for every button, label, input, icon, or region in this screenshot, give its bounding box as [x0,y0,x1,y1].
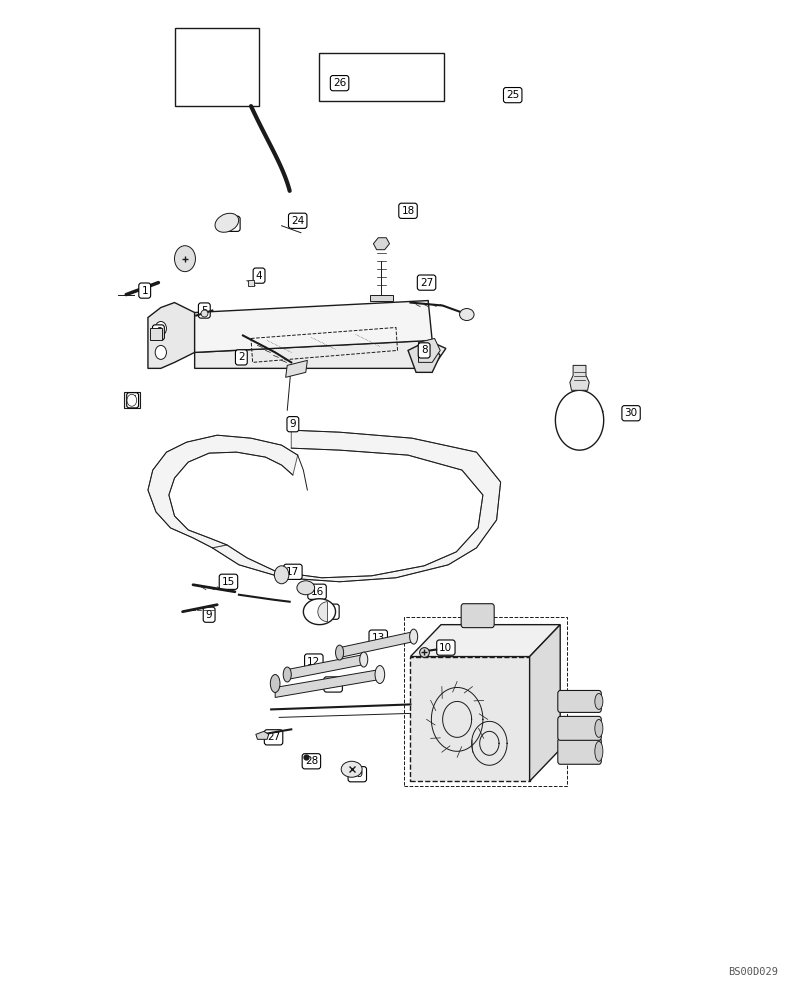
Polygon shape [370,295,393,301]
Text: 4: 4 [256,271,263,281]
Polygon shape [213,430,501,582]
FancyBboxPatch shape [558,716,601,740]
Text: 9: 9 [206,610,213,620]
Polygon shape [148,303,195,368]
Polygon shape [410,625,560,657]
Polygon shape [339,632,414,658]
Text: 8: 8 [421,345,427,355]
Ellipse shape [215,213,238,232]
FancyBboxPatch shape [175,28,259,106]
Ellipse shape [595,693,603,709]
Polygon shape [287,655,364,680]
Polygon shape [195,340,446,368]
FancyBboxPatch shape [319,53,444,101]
FancyBboxPatch shape [461,604,494,628]
Text: BS00D029: BS00D029 [729,967,778,977]
FancyBboxPatch shape [124,392,140,408]
Text: 29: 29 [351,769,364,779]
Ellipse shape [375,666,385,683]
Ellipse shape [410,629,418,644]
Text: 28: 28 [305,756,318,766]
Text: 9: 9 [289,419,297,429]
Polygon shape [256,731,269,739]
Text: 17: 17 [286,567,300,577]
Text: 23: 23 [225,219,238,229]
Ellipse shape [595,719,603,737]
Ellipse shape [271,675,280,692]
Ellipse shape [335,645,343,660]
Ellipse shape [341,761,362,777]
Text: 15: 15 [222,577,235,587]
Polygon shape [410,657,529,781]
Text: 18: 18 [402,206,415,216]
Text: 14: 14 [323,607,337,617]
Ellipse shape [297,581,314,595]
Polygon shape [150,328,162,340]
Text: 2: 2 [238,352,245,362]
FancyBboxPatch shape [558,690,601,712]
Text: 27: 27 [420,278,433,288]
Polygon shape [408,340,440,372]
Text: 27: 27 [267,732,280,742]
Polygon shape [286,360,307,377]
Polygon shape [148,435,297,548]
Circle shape [155,321,166,335]
Polygon shape [373,238,389,250]
Ellipse shape [595,741,603,761]
Ellipse shape [460,309,474,320]
Text: 6: 6 [155,327,162,337]
Text: 5: 5 [201,306,208,316]
Circle shape [127,394,137,406]
Circle shape [175,246,196,272]
Text: 3: 3 [182,255,188,265]
Polygon shape [529,625,560,781]
Circle shape [155,345,166,359]
Polygon shape [419,338,440,362]
Text: 12: 12 [307,657,321,667]
Polygon shape [303,599,335,625]
Ellipse shape [284,667,291,682]
Polygon shape [570,365,589,390]
Text: 25: 25 [506,90,520,100]
Text: 16: 16 [310,587,324,597]
Text: 11: 11 [326,679,340,689]
Polygon shape [318,602,327,622]
Text: 10: 10 [440,643,452,653]
Text: 24: 24 [291,216,305,226]
Text: 7: 7 [129,395,136,405]
Circle shape [275,566,288,584]
Polygon shape [195,301,432,352]
FancyBboxPatch shape [558,738,601,764]
Ellipse shape [360,652,368,667]
Text: 30: 30 [625,408,638,418]
Text: 13: 13 [372,633,385,643]
Polygon shape [276,670,380,697]
Text: 26: 26 [333,78,346,88]
Text: 1: 1 [141,286,148,296]
